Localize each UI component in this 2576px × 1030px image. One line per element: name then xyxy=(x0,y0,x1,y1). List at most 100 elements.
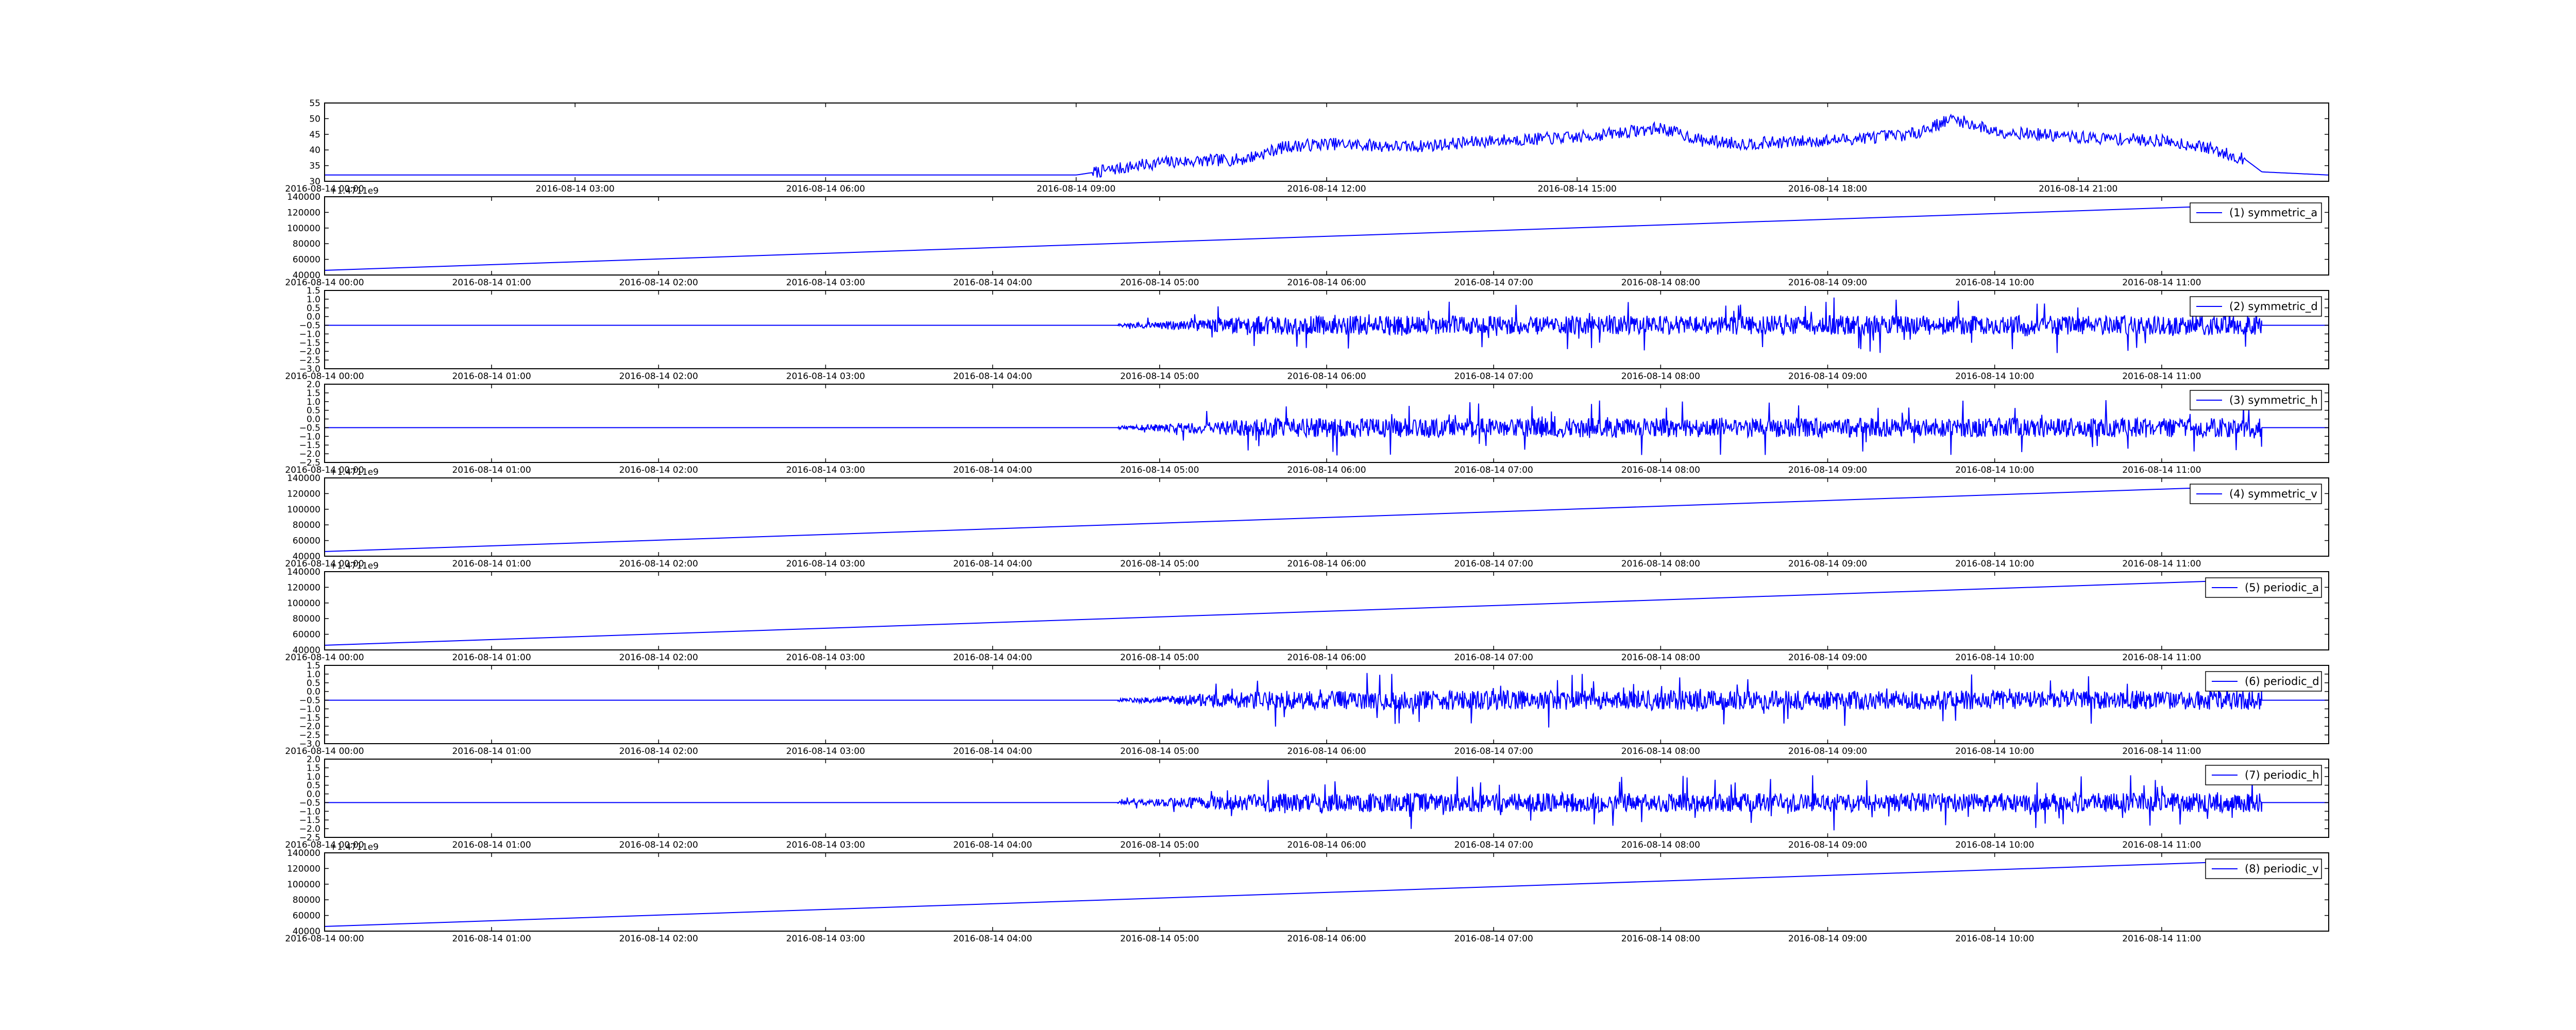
x-tick-label: 2016-08-14 00:00 xyxy=(285,278,364,288)
legend-label: (1) symmetric_a xyxy=(2229,207,2317,219)
y-tick-label: 0.0 xyxy=(307,415,320,425)
y-tick-label: 0.0 xyxy=(307,789,320,800)
x-tick-label: 2016-08-14 03:00 xyxy=(786,653,865,663)
y-tick-label: 140000 xyxy=(287,567,320,577)
x-tick-label: 2016-08-14 11:00 xyxy=(2122,278,2201,288)
y-tick-label: −2.0 xyxy=(299,449,320,459)
x-tick-label: 2016-08-14 08:00 xyxy=(1621,840,1700,850)
legend-label: (7) periodic_h xyxy=(2245,769,2319,782)
y-tick-label: 100000 xyxy=(287,505,320,515)
x-tick-label: 2016-08-14 00:00 xyxy=(285,184,364,194)
y-tick-label: −1.0 xyxy=(299,432,320,442)
y-tick-label: 120000 xyxy=(287,208,320,218)
x-tick-label: 2016-08-14 10:00 xyxy=(1955,934,2034,944)
y-tick-label: 40000 xyxy=(293,552,320,562)
x-tick-label: 2016-08-14 08:00 xyxy=(1621,746,1700,757)
x-tick-label: 2016-08-14 06:00 xyxy=(1287,934,1366,944)
x-tick-label: 2016-08-14 08:00 xyxy=(1621,653,1700,663)
x-tick-label: 2016-08-14 07:00 xyxy=(1454,840,1533,850)
x-tick-label: 2016-08-14 10:00 xyxy=(1955,653,2034,663)
y-tick-label: −0.5 xyxy=(299,321,320,331)
x-tick-label: 2016-08-14 01:00 xyxy=(452,465,531,475)
x-tick-label: 2016-08-14 07:00 xyxy=(1454,465,1533,475)
x-tick-label: 2016-08-14 06:00 xyxy=(1287,278,1366,288)
x-tick-label: 2016-08-14 09:00 xyxy=(1788,278,1867,288)
x-tick-label: 2016-08-14 03:00 xyxy=(786,278,865,288)
x-tick-label: 2016-08-14 11:00 xyxy=(2122,934,2201,944)
x-tick-label: 2016-08-14 11:00 xyxy=(2122,746,2201,757)
y-tick-label: 140000 xyxy=(287,848,320,859)
y-tick-label: 100000 xyxy=(287,880,320,890)
legend-label: (2) symmetric_d xyxy=(2229,300,2318,313)
x-tick-label: 2016-08-14 10:00 xyxy=(1955,840,2034,850)
x-tick-label: 2016-08-14 06:00 xyxy=(786,184,865,194)
x-tick-label: 2016-08-14 04:00 xyxy=(953,559,1032,569)
x-tick-label: 2016-08-14 05:00 xyxy=(1120,465,1199,475)
y-tick-label: 45 xyxy=(309,130,320,140)
x-tick-label: 2016-08-14 04:00 xyxy=(953,934,1032,944)
y-tick-label: 0.5 xyxy=(307,303,320,314)
x-tick-label: 2016-08-14 05:00 xyxy=(1120,559,1199,569)
x-tick-label: 2016-08-14 05:00 xyxy=(1120,278,1199,288)
legend-label: (4) symmetric_v xyxy=(2229,488,2317,501)
x-tick-label: 2016-08-14 06:00 xyxy=(1287,371,1366,382)
y-tick-label: −2.5 xyxy=(299,730,320,741)
x-tick-label: 2016-08-14 10:00 xyxy=(1955,371,2034,382)
y-tick-label: 1.5 xyxy=(307,388,320,399)
x-tick-label: 2016-08-14 02:00 xyxy=(619,278,698,288)
x-tick-label: 2016-08-14 06:00 xyxy=(1287,746,1366,757)
y-tick-label: 120000 xyxy=(287,582,320,593)
x-tick-label: 2016-08-14 03:00 xyxy=(786,934,865,944)
x-tick-label: 2016-08-14 02:00 xyxy=(619,371,698,382)
x-tick-label: 2016-08-14 01:00 xyxy=(452,746,531,757)
x-tick-label: 2016-08-14 02:00 xyxy=(619,934,698,944)
legend-label: (6) periodic_d xyxy=(2245,675,2319,688)
x-tick-label: 2016-08-14 02:00 xyxy=(619,465,698,475)
y-tick-label: −2.5 xyxy=(299,458,320,468)
y-tick-label: 30 xyxy=(309,177,320,187)
x-tick-label: 2016-08-14 01:00 xyxy=(452,653,531,663)
x-tick-label: 2016-08-14 05:00 xyxy=(1120,653,1199,663)
panel-periodic_v: 4000060000800001000001200001400002016-08… xyxy=(285,842,2329,944)
x-tick-label: 2016-08-14 05:00 xyxy=(1120,934,1199,944)
x-tick-label: 2016-08-14 07:00 xyxy=(1454,653,1533,663)
x-tick-label: 2016-08-14 04:00 xyxy=(953,465,1032,475)
series-line-periodic_d xyxy=(325,673,2329,728)
x-tick-label: 2016-08-14 08:00 xyxy=(1621,465,1700,475)
y-tick-label: 80000 xyxy=(293,520,320,530)
y-tick-label: −3.0 xyxy=(299,739,320,749)
y-tick-label: −0.5 xyxy=(299,696,320,706)
y-tick-label: −1.5 xyxy=(299,338,320,348)
x-tick-label: 2016-08-14 07:00 xyxy=(1454,746,1533,757)
x-tick-label: 2016-08-14 00:00 xyxy=(285,746,364,757)
x-tick-label: 2016-08-14 05:00 xyxy=(1120,371,1199,382)
y-tick-label: 60000 xyxy=(293,911,320,921)
y-tick-label: 35 xyxy=(309,161,320,171)
y-tick-label: −1.0 xyxy=(299,329,320,339)
x-tick-label: 2016-08-14 21:00 xyxy=(2039,184,2117,194)
x-tick-label: 2016-08-14 00:00 xyxy=(285,465,364,475)
y-tick-label: 2.0 xyxy=(307,380,320,390)
x-tick-label: 2016-08-14 01:00 xyxy=(452,840,531,850)
y-tick-label: 1.0 xyxy=(307,295,320,305)
x-tick-label: 2016-08-14 12:00 xyxy=(1287,184,1366,194)
x-tick-label: 2016-08-14 02:00 xyxy=(619,559,698,569)
y-tick-label: 1.0 xyxy=(307,772,320,782)
x-tick-label: 2016-08-14 00:00 xyxy=(285,840,364,850)
x-tick-label: 2016-08-14 03:00 xyxy=(786,465,865,475)
panel-periodic_d: −3.0−2.5−2.0−1.5−1.0−0.50.00.51.01.5 2016… xyxy=(285,661,2329,757)
x-tick-label: 2016-08-14 11:00 xyxy=(2122,371,2201,382)
panel-signal: 30 35 40 45 50 55 2016-08-14 00:00 2016-08-14 0… xyxy=(285,98,2329,194)
y-tick-label: 80000 xyxy=(293,239,320,249)
x-tick-label: 2016-08-14 15:00 xyxy=(1538,184,1617,194)
x-tick-label: 2016-08-14 07:00 xyxy=(1454,934,1533,944)
x-tick-label: 2016-08-14 09:00 xyxy=(1788,746,1867,757)
panel-symmetric_v: 4000060000800001000001200001400002016-08… xyxy=(285,467,2329,569)
y-tick-label: 55 xyxy=(309,98,320,109)
x-tick-label: 2016-08-14 06:00 xyxy=(1287,559,1366,569)
x-tick-label: 2016-08-14 00:00 xyxy=(285,371,364,382)
series-line-symmetric_d xyxy=(325,297,2329,353)
x-tick-label: 2016-08-14 09:00 xyxy=(1788,653,1867,663)
x-tick-label: 2016-08-14 09:00 xyxy=(1788,934,1867,944)
y-tick-label: 1.0 xyxy=(307,670,320,680)
